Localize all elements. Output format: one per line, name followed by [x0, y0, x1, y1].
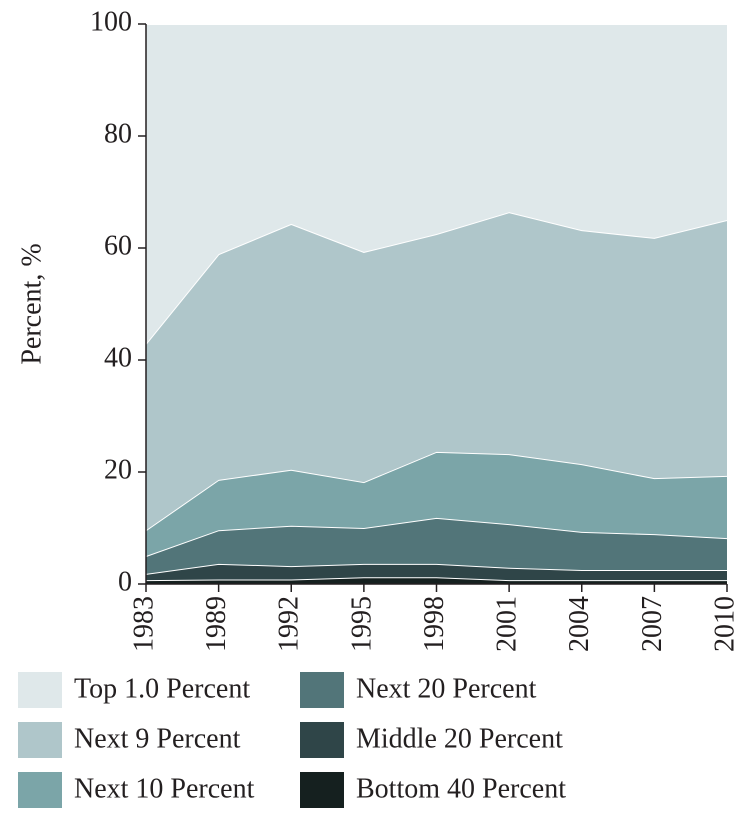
area [146, 24, 727, 344]
y-tick-label: 20 [104, 454, 132, 485]
y-tick-label: 40 [104, 342, 132, 373]
x-tick-label: 2007 [637, 596, 668, 652]
y-tick-label: 80 [104, 118, 132, 149]
legend-swatch [18, 672, 62, 708]
x-tick-label: 1983 [128, 596, 159, 652]
area [146, 563, 727, 581]
y-tick-label: 60 [104, 230, 132, 261]
x-tick-label: 1998 [419, 596, 450, 652]
legend-label: Next 20 Percent [356, 673, 537, 704]
x-tick-label: 2001 [492, 596, 523, 652]
x-tick-label: 1992 [274, 596, 305, 652]
area [146, 451, 727, 556]
x-tick-label: 1995 [346, 596, 377, 652]
legend-label: Middle 20 Percent [356, 723, 563, 754]
legend-label: Next 9 Percent [74, 723, 241, 754]
y-tick-label: 100 [90, 6, 132, 37]
y-axis-title: Percent, % [16, 243, 47, 364]
legend-swatch [18, 722, 62, 758]
y-tick-label: 0 [118, 566, 132, 597]
area [146, 577, 727, 584]
x-tick-label: 2004 [564, 596, 595, 652]
legend-label: Next 10 Percent [74, 773, 255, 804]
legend-swatch [300, 772, 344, 808]
legend-swatch [18, 772, 62, 808]
legend-label: Top 1.0 Percent [74, 673, 250, 704]
x-tick-label: 2010 [709, 596, 740, 652]
area [146, 212, 727, 531]
legend-swatch [300, 672, 344, 708]
legend-swatch [300, 722, 344, 758]
x-tick-label: 1989 [201, 596, 232, 652]
legend-label: Bottom 40 Percent [356, 773, 566, 804]
